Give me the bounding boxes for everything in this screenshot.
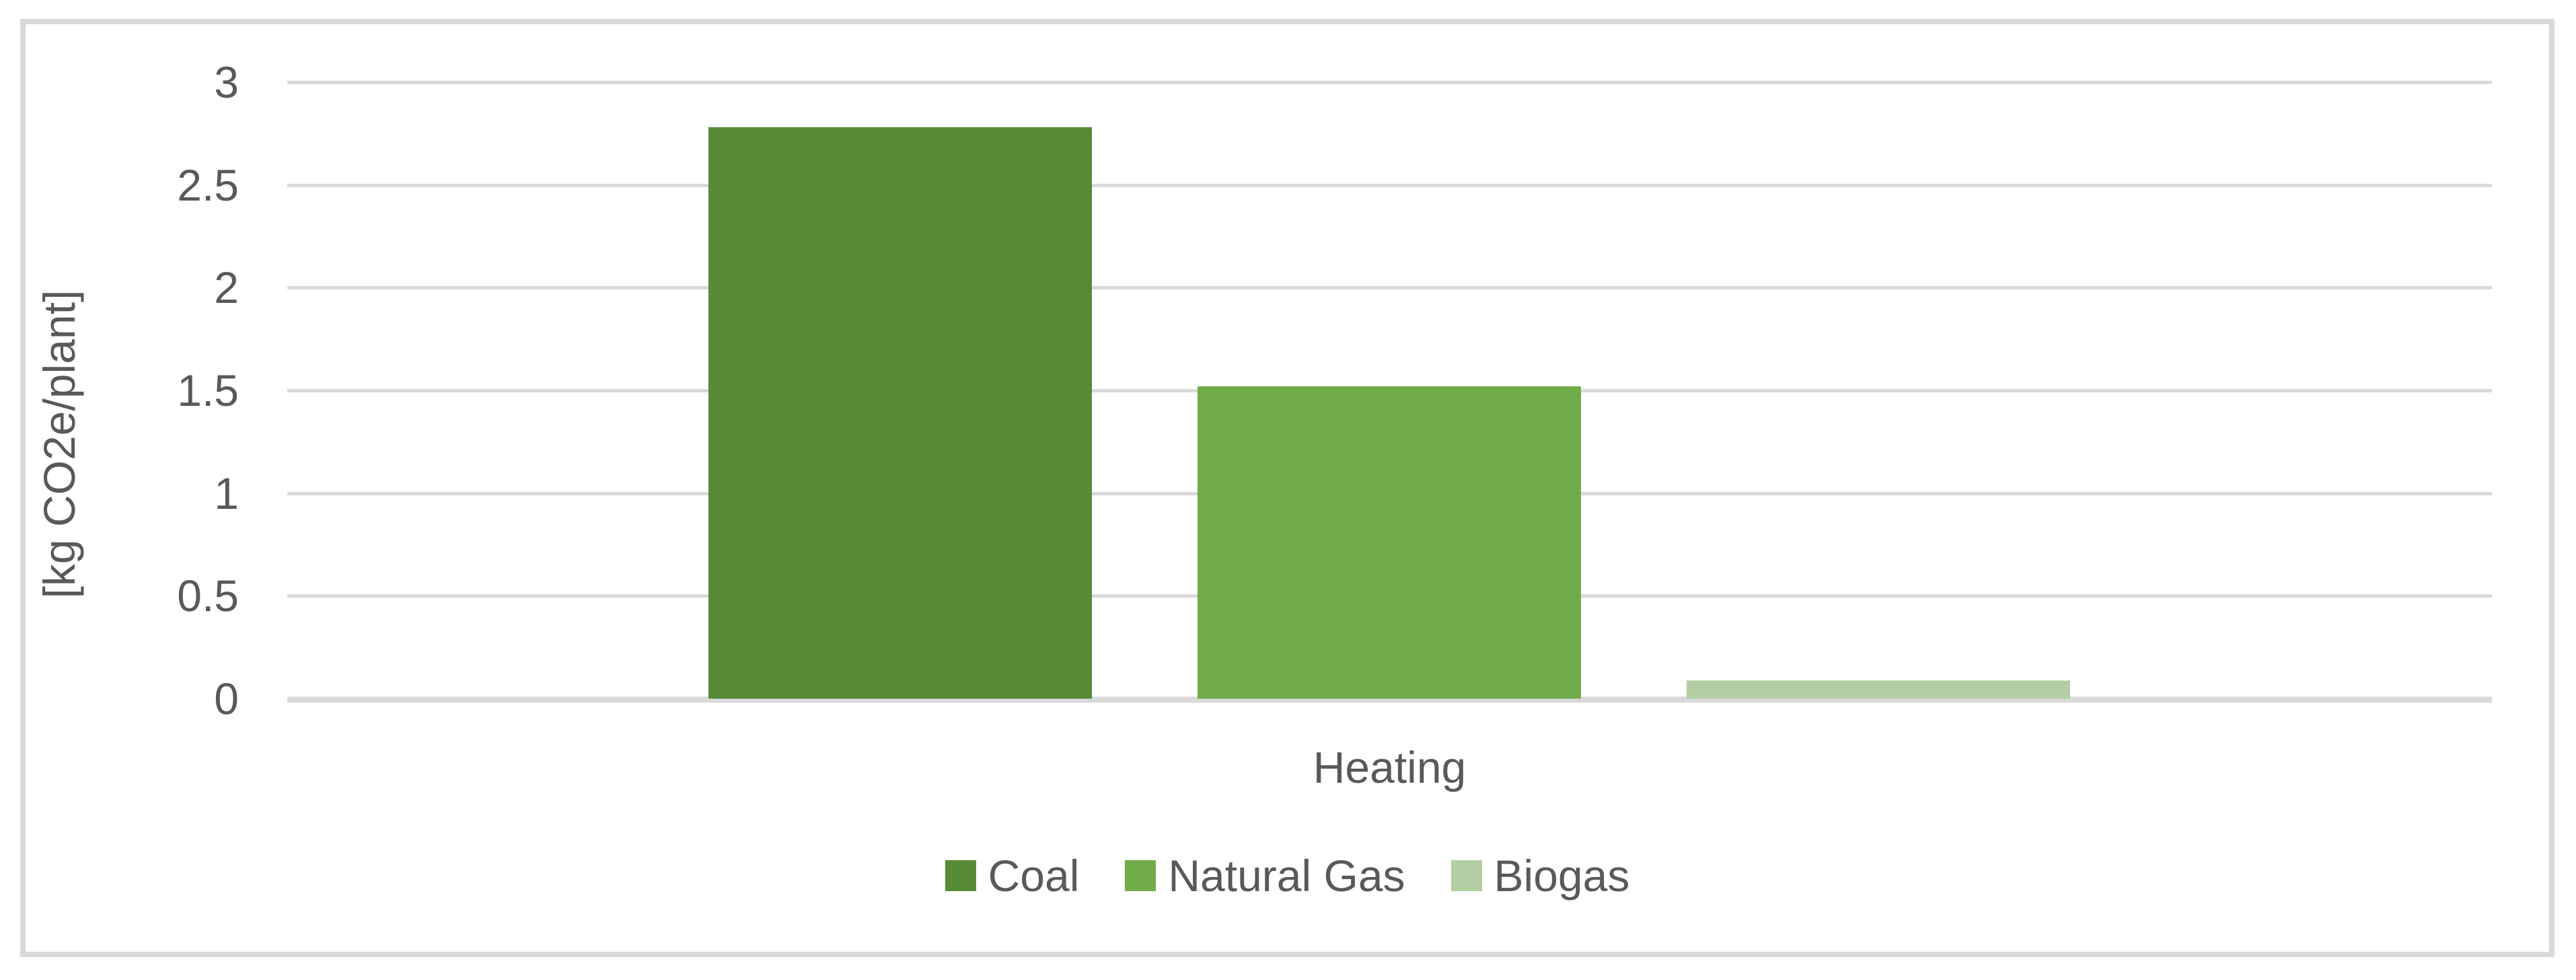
legend-swatch-icon (1450, 860, 1482, 891)
gridline (287, 81, 2492, 84)
legend-item-natural-gas: Natural Gas (1125, 850, 1405, 901)
legend-item-coal: Coal (945, 850, 1080, 901)
y-tick-label: 1.5 (177, 365, 239, 415)
y-axis-tick-labels: 3 2.5 2 1.5 1 0.5 0 (0, 0, 239, 980)
legend-label: Coal (988, 851, 1080, 901)
plot-area (287, 81, 2492, 703)
y-tick-label: 0 (214, 674, 239, 724)
bar-biogas (1687, 680, 2070, 699)
legend-swatch-icon (1125, 860, 1156, 891)
y-tick-label: 2.5 (177, 160, 239, 210)
y-tick-label: 0.5 (177, 571, 239, 621)
bar-natural-gas (1198, 386, 1581, 699)
legend-label: Biogas (1494, 851, 1630, 901)
x-axis-line (287, 697, 2492, 703)
y-tick-label: 1 (214, 468, 239, 518)
legend-item-biogas: Biogas (1450, 850, 1630, 901)
gridline (287, 184, 2492, 187)
y-tick-label: 3 (214, 57, 239, 107)
gridline (287, 286, 2492, 289)
y-axis-title: [kg CO2e/plant] (34, 289, 84, 599)
legend-label: Natural Gas (1168, 851, 1405, 901)
y-tick-label: 2 (214, 262, 239, 312)
bar-coal (708, 127, 1092, 699)
x-axis-category-label: Heating (1313, 742, 1467, 792)
legend-swatch-icon (945, 860, 976, 891)
legend: Coal Natural Gas Biogas (20, 845, 2554, 906)
